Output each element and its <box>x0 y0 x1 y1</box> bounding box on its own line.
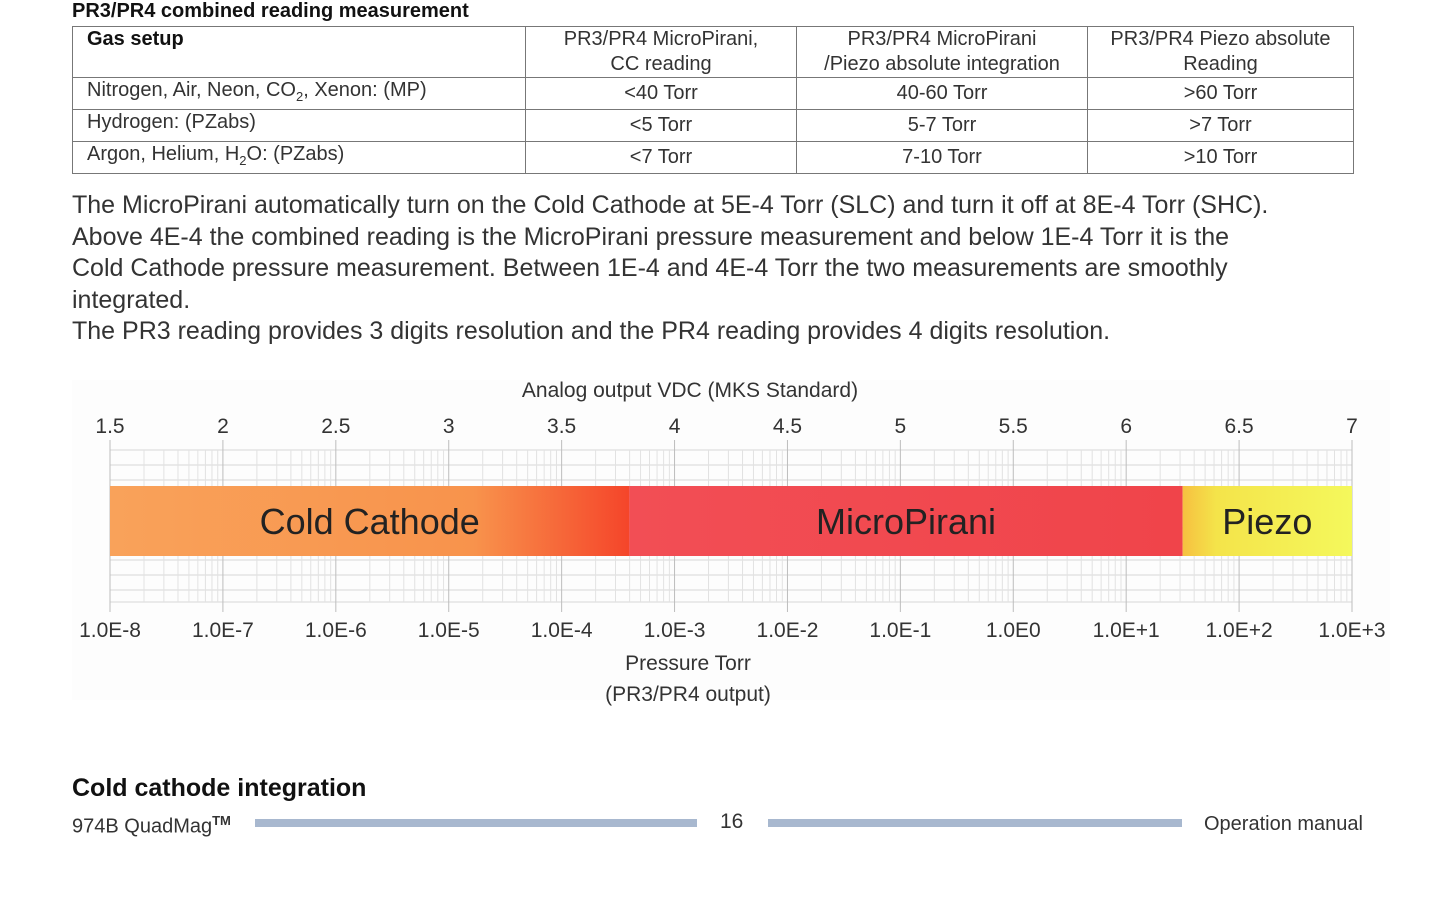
top-tick-label: 5 <box>895 415 907 438</box>
table-row: Hydrogen: (PZabs) <5 Torr 5-7 Torr >7 To… <box>72 109 1354 142</box>
bottom-tick-label: 1.0E-7 <box>192 619 254 642</box>
bottom-tick-label: 1.0E-2 <box>757 619 819 642</box>
piezo-cell: >60 Torr <box>1087 77 1354 110</box>
trademark-mark: TM <box>212 813 231 828</box>
header-piezo-reading: PR3/PR4 Piezo absolute Reading <box>1087 26 1354 78</box>
footer-product: 974B QuadMagTM <box>72 813 231 838</box>
cc-cell: <40 Torr <box>525 77 797 110</box>
paragraph-line: integrated. <box>72 285 191 314</box>
description-paragraph: The MicroPirani automatically turn on th… <box>72 190 1402 348</box>
section-title: PR3/PR4 combined reading measurement <box>72 0 469 22</box>
top-tick-label: 4.5 <box>773 415 802 438</box>
top-tick-label: 2 <box>217 415 229 438</box>
integration-cell: 7-10 Torr <box>796 141 1088 174</box>
header-integration: PR3/PR4 MicroPirani /Piezo absolute inte… <box>796 26 1088 78</box>
gas-cell: Hydrogen: (PZabs) <box>72 109 526 142</box>
top-tick-label: 5.5 <box>999 415 1028 438</box>
bottom-tick-label: 1.0E0 <box>986 619 1041 642</box>
integration-cell: 5-7 Torr <box>796 109 1088 142</box>
piezo-cell: >10 Torr <box>1087 141 1354 174</box>
bottom-tick-label: 1.0E+2 <box>1206 619 1273 642</box>
section-heading: Cold cathode integration <box>72 774 367 802</box>
table-header-row: Gas setup PR3/PR4 MicroPirani, CC readin… <box>72 26 1354 78</box>
top-tick-label: 3.5 <box>547 415 576 438</box>
top-tick-label: 7 <box>1346 415 1358 438</box>
top-tick-label: 2.5 <box>321 415 350 438</box>
region-label: Piezo <box>1222 501 1312 542</box>
gas-cell: Argon, Helium, H2O: (PZabs) <box>72 141 526 174</box>
top-tick-label: 6 <box>1120 415 1132 438</box>
footer-divider-right <box>768 819 1182 827</box>
bottom-tick-label: 1.0E-3 <box>644 619 706 642</box>
cc-cell: <7 Torr <box>525 141 797 174</box>
table-row: Argon, Helium, H2O: (PZabs) <7 Torr 7-10… <box>72 141 1354 174</box>
top-axis: 1.5 2 2.5 3 3.5 4 4.5 5 5.5 6 6.5 7 <box>95 415 1357 438</box>
paragraph-line: The MicroPirani automatically turn on th… <box>72 191 1269 219</box>
top-tick-label: 6.5 <box>1224 415 1253 438</box>
gas-cell: Nitrogen, Air, Neon, CO2, Xenon: (MP) <box>72 77 526 110</box>
bottom-axis: 1.0E-8 1.0E-7 1.0E-6 1.0E-5 1.0E-4 1.0E-3 1.0E… <box>79 619 1386 642</box>
paragraph-line: The PR3 reading provides 3 digits resolu… <box>72 317 1111 345</box>
page-number: 16 <box>720 810 744 833</box>
region-bar <box>1182 486 1352 556</box>
region-bar <box>110 486 630 556</box>
gas-setup-table: Gas setup PR3/PR4 MicroPirani, CC readin… <box>72 26 1354 174</box>
chart-regions: Cold Cathode MicroPirani Piezo <box>110 486 1352 556</box>
x-axis-label: Pressure Torr <box>625 652 751 675</box>
footer-manual: Operation manual <box>1204 813 1363 835</box>
bottom-tick-label: 1.0E-4 <box>531 619 593 642</box>
bottom-tick-label: 1.0E+1 <box>1093 619 1160 642</box>
top-tick-label: 3 <box>443 415 455 438</box>
x-axis-sublabel: (PR3/PR4 output) <box>605 683 771 706</box>
top-tick-label: 4 <box>669 415 681 438</box>
bottom-tick-label: 1.0E-8 <box>79 619 141 642</box>
region-label: MicroPirani <box>816 501 996 542</box>
top-tick-label: 1.5 <box>95 415 124 438</box>
region-label: Cold Cathode <box>260 501 480 542</box>
cc-cell: <5 Torr <box>525 109 797 142</box>
paragraph-line: Above 4E-4 the combined reading is the M… <box>72 222 1230 251</box>
region-bar <box>629 486 1183 556</box>
footer-divider-left <box>255 819 697 827</box>
integration-cell: 40-60 Torr <box>796 77 1088 110</box>
bottom-tick-label: 1.0E+3 <box>1318 619 1385 642</box>
header-gas-setup: Gas setup <box>72 26 526 78</box>
bottom-tick-label: 1.0E-5 <box>418 619 480 642</box>
pressure-range-chart: Analog output VDC (MKS Standard) Cold Ca… <box>72 379 1390 706</box>
bottom-tick-label: 1.0E-1 <box>869 619 931 642</box>
chart-title: Analog output VDC (MKS Standard) <box>522 379 858 402</box>
table-row: Nitrogen, Air, Neon, CO2, Xenon: (MP) <4… <box>72 77 1354 110</box>
piezo-cell: >7 Torr <box>1087 109 1354 142</box>
bottom-tick-label: 1.0E-6 <box>305 619 367 642</box>
paragraph-line: Cold Cathode pressure measurement. Betwe… <box>72 254 1228 282</box>
header-cc-reading: PR3/PR4 MicroPirani, CC reading <box>525 26 797 78</box>
